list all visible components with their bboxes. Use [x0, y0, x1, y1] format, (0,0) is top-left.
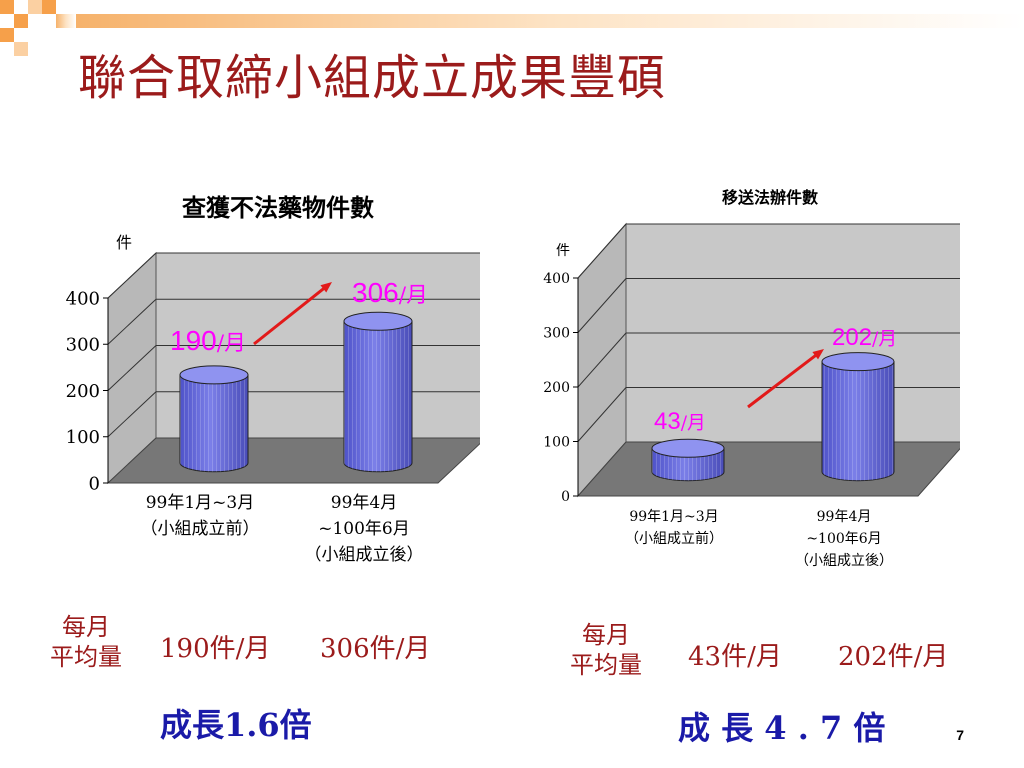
y-axis-unit: 件 — [556, 243, 570, 259]
value-annotation-unit: /月 — [217, 331, 246, 356]
value-annotation: 202/月 — [832, 324, 897, 351]
plot-floor — [106, 437, 480, 484]
avg-label-line2: 平均量 — [50, 643, 122, 671]
trend-arrow — [253, 284, 329, 346]
x-category-label: （小組成立後） — [305, 545, 424, 565]
value-annotation-unit: /月 — [872, 329, 897, 350]
value-annotation-unit: /月 — [399, 283, 428, 308]
avg-label-right: 每月 平均量 — [570, 620, 642, 680]
bar-shading — [344, 321, 412, 472]
x-category-label: （小組成立前） — [625, 530, 723, 547]
bar-top — [179, 365, 249, 385]
avg-after-right: 202件/月 — [838, 642, 949, 672]
trend-arrow — [747, 351, 821, 409]
avg-label-line1: 每月 — [582, 621, 630, 649]
corner-decoration — [0, 0, 1024, 56]
y-axis-unit: 件 — [116, 233, 132, 252]
y-tick-label: 300 — [66, 335, 100, 356]
x-category-label: 99年4月 — [331, 493, 397, 513]
value-annotation: 306/月 — [352, 277, 428, 308]
gridline — [107, 252, 157, 299]
value-annotation: 190/月 — [170, 325, 246, 356]
x-category-label: （小組成立後） — [795, 553, 893, 569]
bar — [821, 352, 895, 482]
y-tick-label: 200 — [543, 380, 570, 396]
bar-shading — [180, 374, 248, 472]
y-tick-label: 0 — [89, 473, 100, 494]
value-annotation-number: 43 — [654, 408, 681, 435]
avg-before-right: 43件/月 — [688, 642, 782, 672]
avg-label-left: 每月 平均量 — [50, 612, 122, 672]
avg-label-line1: 每月 — [62, 613, 110, 641]
bar-top — [651, 438, 725, 458]
chart-title: 移送法辦件數 — [722, 188, 818, 207]
x-category-label: （小組成立前） — [141, 519, 260, 539]
y-tick-label: 400 — [543, 271, 570, 287]
gridline — [107, 345, 157, 391]
chart-title: 查獲不法藥物件數 — [182, 193, 374, 222]
x-category-label: 99年1月~3月 — [629, 509, 718, 525]
y-tick-label: 0 — [561, 489, 570, 505]
y-tick-label: 300 — [543, 325, 570, 341]
x-category-label: 99年4月 — [817, 509, 872, 525]
slide-title: 聯合取締小組成立成果豐碩 — [78, 50, 667, 106]
gridline — [107, 298, 157, 345]
gridline — [577, 332, 627, 388]
trend-arrow-head — [812, 349, 824, 360]
bar-top — [343, 311, 413, 331]
plot-floor — [576, 441, 960, 497]
value-annotation-number: 190 — [170, 325, 217, 356]
growth-right: 成 長 4 . 7 倍 — [678, 709, 886, 747]
bar-shading — [822, 361, 894, 481]
x-category-label: 99年1月~3月 — [146, 493, 255, 513]
bar-top — [821, 352, 895, 372]
bar — [651, 438, 725, 482]
page-number: 7 — [956, 727, 964, 743]
avg-before-left: 190件/月 — [160, 634, 271, 664]
x-category-label: ~100年6月 — [806, 531, 881, 547]
x-category-label: ~100年6月 — [318, 519, 410, 539]
y-tick-label: 200 — [66, 381, 100, 402]
value-annotation-number: 202 — [832, 324, 872, 351]
bar — [343, 311, 413, 473]
value-annotation: 43/月 — [654, 408, 706, 435]
growth-left: 成長1.6倍 — [160, 706, 312, 744]
gridline — [577, 223, 627, 279]
gridline — [577, 278, 627, 333]
y-tick-label: 400 — [66, 288, 100, 309]
value-annotation-number: 306 — [352, 277, 399, 308]
bar — [179, 365, 249, 473]
y-tick-label: 100 — [543, 434, 570, 450]
avg-after-left: 306件/月 — [320, 634, 431, 664]
gridline — [107, 391, 157, 438]
trend-arrow-head — [320, 282, 332, 293]
avg-label-line2: 平均量 — [570, 651, 642, 679]
gridline — [577, 387, 627, 442]
y-tick-label: 100 — [66, 427, 100, 448]
value-annotation-unit: /月 — [681, 413, 706, 434]
